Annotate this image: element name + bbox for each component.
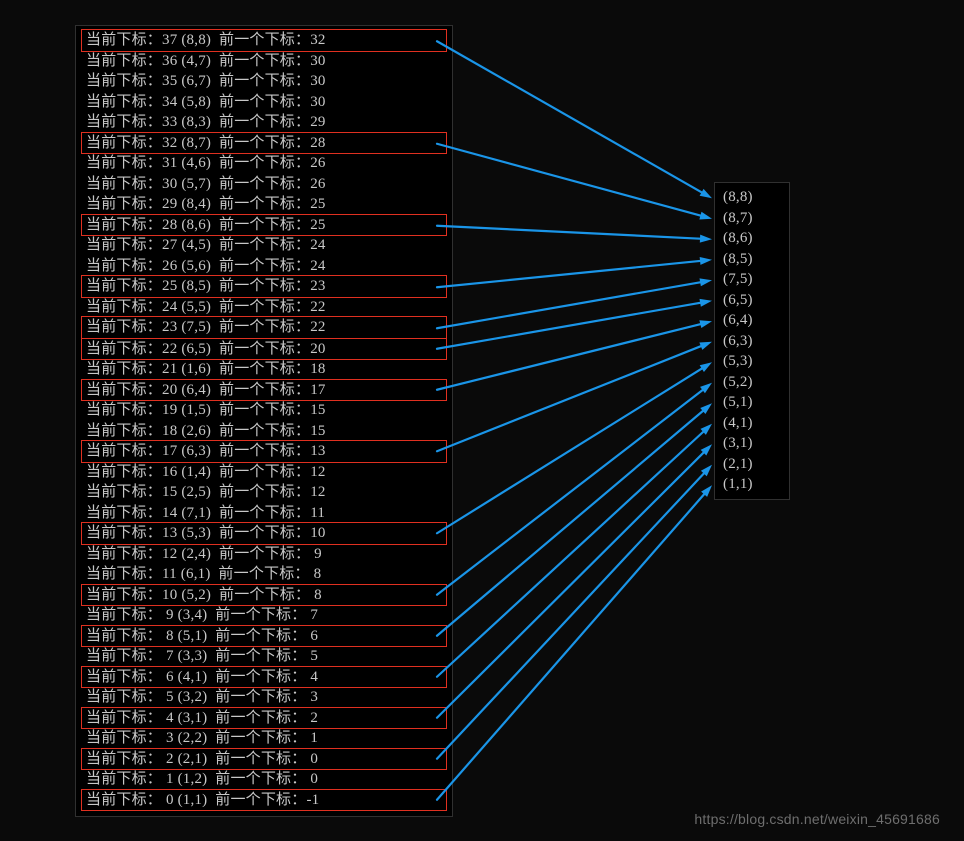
log-row: 当前下标：33 (8,3) 前一个下标：29 [86, 112, 446, 133]
log-row: 当前下标：18 (2,6) 前一个下标：15 [86, 421, 446, 442]
path-row: (6,5) [723, 290, 781, 311]
log-row: 当前下标： 3 (2,2) 前一个下标： 1 [86, 728, 446, 749]
path-row: (7,5) [723, 269, 781, 290]
log-row: 当前下标：21 (1,6) 前一个下标：18 [86, 359, 446, 380]
log-row: 当前下标：14 (7,1) 前一个下标：11 [86, 503, 446, 524]
log-row: 当前下标： 5 (3,2) 前一个下标： 3 [86, 687, 446, 708]
log-row: 当前下标： 4 (3,1) 前一个下标： 2 [81, 707, 447, 730]
path-row: (8,5) [723, 249, 781, 270]
log-row: 当前下标： 7 (3,3) 前一个下标： 5 [86, 646, 446, 667]
log-row: 当前下标：37 (8,8) 前一个下标：32 [81, 29, 447, 52]
log-row: 当前下标：11 (6,1) 前一个下标： 8 [86, 564, 446, 585]
path-row: (4,1) [723, 413, 781, 434]
log-row: 当前下标：12 (2,4) 前一个下标： 9 [86, 544, 446, 565]
log-row: 当前下标：10 (5,2) 前一个下标： 8 [81, 584, 447, 607]
log-row: 当前下标：35 (6,7) 前一个下标：30 [86, 71, 446, 92]
path-row: (5,1) [723, 392, 781, 413]
log-row: 当前下标：15 (2,5) 前一个下标：12 [86, 482, 446, 503]
path-row: (1,1) [723, 474, 781, 495]
log-row: 当前下标： 6 (4,1) 前一个下标： 4 [81, 666, 447, 689]
log-row: 当前下标：34 (5,8) 前一个下标：30 [86, 92, 446, 113]
path-row: (5,2) [723, 372, 781, 393]
path-row: (3,1) [723, 433, 781, 454]
path-row: (8,6) [723, 228, 781, 249]
watermark-text: https://blog.csdn.net/weixin_45691686 [694, 811, 940, 827]
log-row: 当前下标：36 (4,7) 前一个下标：30 [86, 51, 446, 72]
log-row: 当前下标：29 (8,4) 前一个下标：25 [86, 194, 446, 215]
path-row: (5,3) [723, 351, 781, 372]
log-row: 当前下标：17 (6,3) 前一个下标：13 [81, 440, 447, 463]
log-row: 当前下标：19 (1,5) 前一个下标：15 [86, 400, 446, 421]
log-row: 当前下标：30 (5,7) 前一个下标：26 [86, 174, 446, 195]
log-row: 当前下标：23 (7,5) 前一个下标：22 [81, 316, 447, 339]
log-row: 当前下标： 8 (5,1) 前一个下标： 6 [81, 625, 447, 648]
path-result-panel: (8,8)(8,7)(8,6)(8,5)(7,5)(6,5)(6,4)(6,3)… [714, 182, 790, 500]
log-row: 当前下标： 1 (1,2) 前一个下标： 0 [86, 769, 446, 790]
log-row: 当前下标： 9 (3,4) 前一个下标： 7 [86, 605, 446, 626]
log-row: 当前下标：26 (5,6) 前一个下标：24 [86, 256, 446, 277]
log-row: 当前下标：16 (1,4) 前一个下标：12 [86, 462, 446, 483]
log-row: 当前下标：32 (8,7) 前一个下标：28 [81, 132, 447, 155]
path-row: (2,1) [723, 454, 781, 475]
path-row: (8,8) [723, 187, 781, 208]
path-row: (6,3) [723, 331, 781, 352]
path-row: (8,7) [723, 208, 781, 229]
log-row: 当前下标：22 (6,5) 前一个下标：20 [81, 338, 447, 361]
log-row: 当前下标：25 (8,5) 前一个下标：23 [81, 275, 447, 298]
path-row: (6,4) [723, 310, 781, 331]
log-row: 当前下标：28 (8,6) 前一个下标：25 [81, 214, 447, 237]
log-row: 当前下标：24 (5,5) 前一个下标：22 [86, 297, 446, 318]
log-row: 当前下标：31 (4,6) 前一个下标：26 [86, 153, 446, 174]
log-row: 当前下标： 0 (1,1) 前一个下标：-1 [81, 789, 447, 812]
log-row: 当前下标：27 (4,5) 前一个下标：24 [86, 235, 446, 256]
log-row: 当前下标： 2 (2,1) 前一个下标： 0 [81, 748, 447, 771]
log-row: 当前下标：13 (5,3) 前一个下标：10 [81, 522, 447, 545]
log-row: 当前下标：20 (6,4) 前一个下标：17 [81, 379, 447, 402]
trace-log-panel: 当前下标：37 (8,8) 前一个下标：32当前下标：36 (4,7) 前一个下… [75, 25, 453, 817]
